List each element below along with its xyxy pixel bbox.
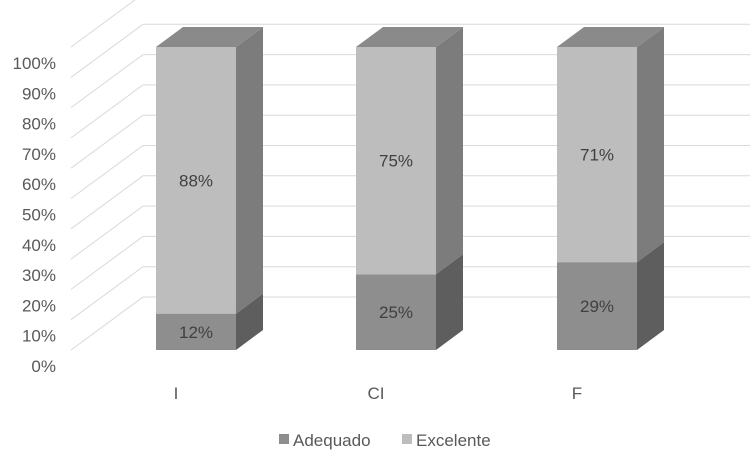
legend-swatch-excelente [402,434,412,444]
gridline [70,145,750,199]
gridline [70,0,136,48]
gridline [70,23,750,78]
legend-label-adequado: Adequado [293,431,371,450]
bar-top-ci [356,27,463,47]
data-label: 75% [379,152,413,171]
legend: Adequado Excelente [279,431,491,450]
bar-segment-excelente-i [156,47,236,314]
bar-top-i [156,27,263,47]
gridline [70,54,750,109]
y-axis-ticks: 0% 10% 20% 30% 40% 50% 60% 70% 80% 90% 100% [13,54,56,376]
data-label: 71% [580,146,614,165]
bar-side-adequado-ci [436,254,463,350]
gridline [70,84,750,139]
bar-side-excelente-i [236,27,263,314]
bar-side-adequado-i [236,293,263,350]
y-tick-label: 50% [22,206,56,225]
data-labels: 12% 88% 25% 75% 29% 71% [179,146,614,342]
data-label: 12% [179,323,213,342]
x-tick-label: CI [368,384,385,403]
x-axis-ticks: I CI F [174,384,583,403]
legend-label-excelente: Excelente [416,431,491,450]
y-tick-label: 20% [22,296,56,315]
legend-swatch-adequado [279,434,289,444]
gridline [70,235,750,290]
x-tick-label: F [572,384,582,403]
data-label: 88% [179,171,213,190]
y-tick-label: 90% [22,84,56,103]
gridline [70,266,750,321]
y-tick-label: 70% [22,145,56,164]
y-tick-label: 40% [22,236,56,255]
data-label: 29% [580,297,614,316]
bar-segment-adequado-f [557,262,637,350]
data-label: 25% [379,303,413,322]
bar-segment-adequado-i [156,313,236,350]
gridline [70,296,750,351]
bar-side-excelente-ci [436,27,463,275]
bar-segment-adequado-ci [356,274,436,350]
bar-side-adequado-f [637,242,664,350]
gridline [70,175,750,230]
bar-segment-excelente-f [557,47,637,263]
y-tick-label: 60% [22,175,56,194]
gridlines [70,0,750,351]
y-tick-label: 0% [31,357,56,376]
y-tick-label: 100% [13,54,56,73]
bar-segment-excelente-ci [356,47,436,275]
y-tick-label: 30% [22,266,56,285]
gridline [70,114,750,169]
bar-side-excelente-f [637,27,664,263]
x-tick-label: I [174,384,179,403]
y-tick-label: 80% [22,115,56,134]
gridline [70,205,750,260]
bars [156,27,664,350]
y-tick-label: 10% [22,327,56,346]
bar-top-f [557,27,664,47]
